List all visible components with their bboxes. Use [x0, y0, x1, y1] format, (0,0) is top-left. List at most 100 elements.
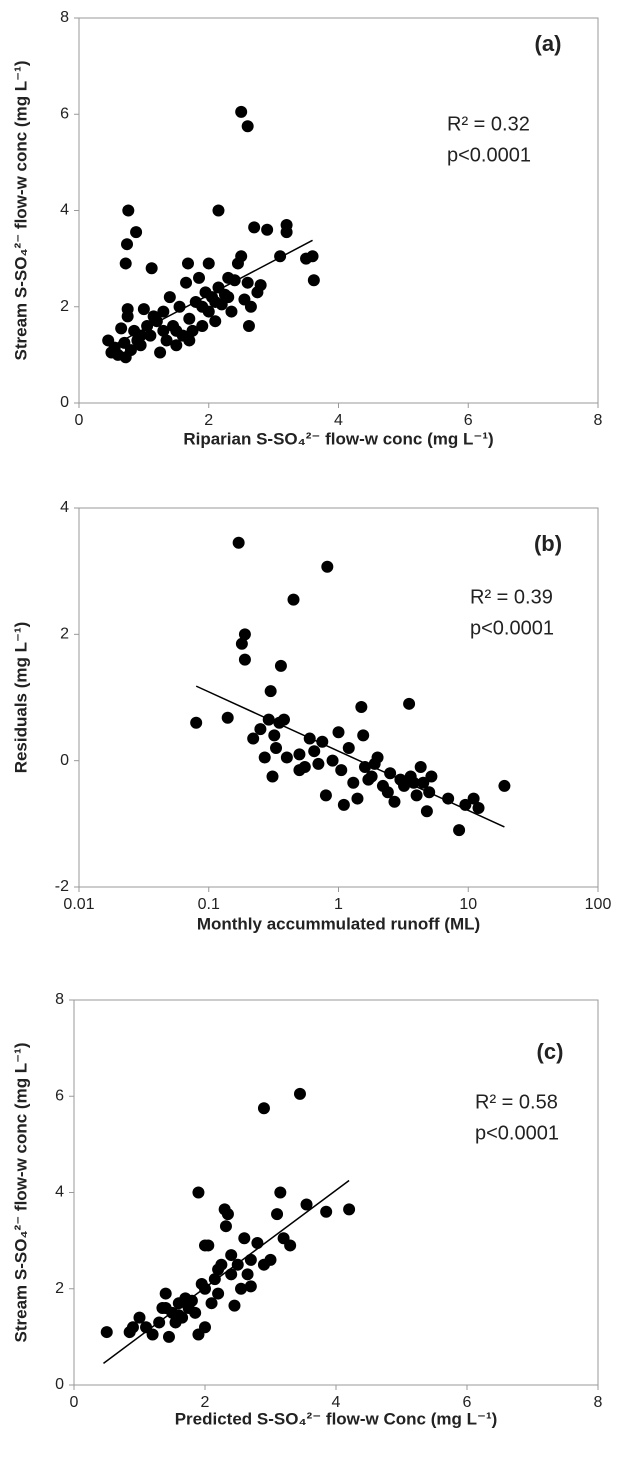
data-point	[300, 1198, 313, 1211]
data-point	[162, 1330, 175, 1343]
data-point	[287, 593, 300, 606]
x-tick-label: 8	[594, 412, 603, 429]
data-point	[293, 748, 306, 761]
data-point	[196, 300, 209, 313]
data-point	[244, 300, 257, 313]
data-point	[277, 713, 290, 726]
data-point	[205, 1297, 218, 1310]
data-point	[172, 1309, 185, 1322]
data-point	[146, 1328, 159, 1341]
x-tick-label: 4	[334, 412, 343, 429]
data-point	[410, 789, 423, 802]
data-point	[238, 653, 251, 666]
data-point	[221, 1208, 234, 1221]
y-tick-label: 8	[55, 991, 64, 1008]
y-tick-label: 0	[55, 1376, 64, 1393]
data-point	[242, 320, 255, 332]
data-point	[219, 1220, 232, 1233]
data-point	[115, 322, 128, 335]
data-point	[235, 637, 248, 650]
data-point	[307, 274, 320, 287]
data-point	[170, 339, 183, 352]
data-point	[202, 257, 215, 270]
data-point	[212, 1287, 225, 1300]
trendline	[117, 239, 313, 344]
data-point	[274, 659, 287, 672]
data-point	[221, 711, 234, 724]
data-point	[261, 223, 274, 236]
data-point	[257, 1102, 270, 1115]
data-point	[228, 1299, 241, 1312]
data-point	[225, 305, 238, 318]
data-point	[235, 250, 248, 263]
annotation: R² = 0.39	[470, 586, 553, 608]
x-tick-label: 2	[201, 1394, 210, 1411]
data-point	[280, 751, 293, 764]
data-point	[264, 685, 277, 698]
data-point	[170, 324, 183, 337]
data-point	[293, 1087, 306, 1100]
y-tick-label: 8	[60, 9, 69, 26]
data-point	[186, 324, 199, 337]
data-point	[183, 312, 196, 325]
plot-frame	[78, 507, 599, 888]
y-tick-label: 6	[55, 1087, 64, 1104]
data-point	[403, 697, 416, 710]
data-point	[351, 792, 364, 805]
data-point	[355, 700, 368, 713]
data-point	[185, 1294, 198, 1307]
data-point	[312, 757, 325, 770]
data-point	[293, 764, 306, 777]
data-point	[225, 1249, 238, 1262]
data-point	[251, 1237, 264, 1250]
y-tick-label: 4	[60, 202, 69, 219]
data-point	[347, 776, 360, 789]
data-point	[306, 250, 319, 263]
data-point	[335, 764, 348, 777]
x-tick-label: 100	[585, 896, 612, 913]
data-point	[157, 305, 170, 318]
data-point	[453, 824, 466, 837]
data-point	[326, 754, 339, 767]
data-point	[137, 303, 150, 316]
x-axis-title: Predicted S-SO₄²⁻ flow-w Conc (mg L⁻¹)	[175, 1409, 498, 1428]
data-point	[247, 732, 260, 745]
data-point	[442, 792, 455, 805]
annotation: p<0.0001	[475, 1122, 559, 1144]
data-point	[425, 770, 438, 783]
data-point	[163, 291, 176, 304]
data-point	[308, 745, 321, 758]
data-point	[238, 1232, 251, 1245]
data-point	[244, 1280, 257, 1293]
data-point	[199, 1321, 211, 1334]
y-tick-label: 6	[60, 105, 69, 122]
data-point	[196, 320, 209, 332]
data-point	[241, 120, 254, 133]
data-point	[241, 1268, 254, 1281]
y-tick-label: 2	[60, 298, 69, 315]
data-point	[235, 105, 248, 118]
data-point	[180, 276, 193, 289]
data-point	[248, 221, 261, 234]
data-point	[160, 334, 173, 347]
data-point	[121, 238, 134, 251]
data-point	[192, 1186, 205, 1199]
data-point	[119, 257, 132, 270]
data-point	[193, 271, 206, 284]
data-point	[274, 1186, 287, 1199]
y-tick-label: 4	[55, 1184, 64, 1201]
y-axis-title: Stream S-SO₄²⁻ flow-w conc (mg L⁻¹)	[11, 61, 30, 361]
data-point	[228, 274, 241, 287]
data-point	[270, 742, 283, 755]
data-point	[222, 291, 235, 304]
data-point	[320, 1205, 333, 1218]
x-tick-label: 6	[463, 1394, 472, 1411]
data-point	[134, 339, 147, 352]
data-point	[189, 1306, 202, 1319]
data-point	[173, 300, 186, 313]
trendline	[103, 1179, 350, 1364]
panel-label: (a)	[535, 31, 562, 56]
data-point	[202, 1239, 215, 1252]
y-axis-title: Stream S-SO₄²⁻ flow-w conc (mg L⁻¹)	[11, 1043, 30, 1343]
